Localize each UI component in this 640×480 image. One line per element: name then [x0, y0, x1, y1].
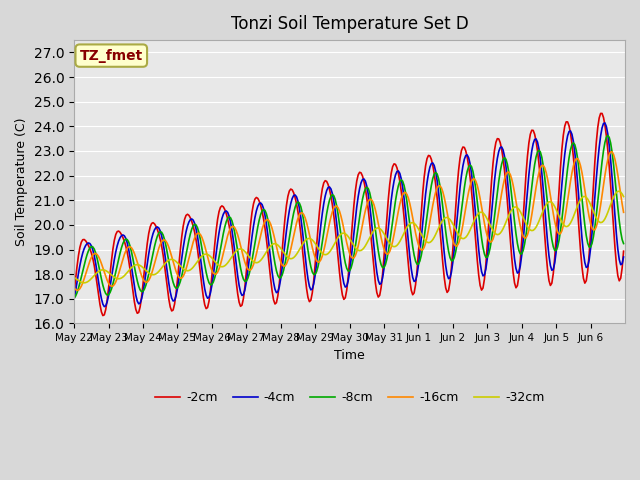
Y-axis label: Soil Temperature (C): Soil Temperature (C) [15, 118, 28, 246]
-8cm [544, 201, 552, 206]
-16cm [620, 209, 627, 215]
-4cm [100, 304, 108, 310]
-2cm [620, 248, 627, 254]
-8cm [620, 240, 627, 246]
-32cm [545, 199, 553, 204]
Text: TZ_fmet: TZ_fmet [79, 48, 143, 62]
-16cm [618, 201, 626, 207]
Line: -16cm: -16cm [74, 152, 623, 290]
-8cm [462, 176, 470, 181]
-32cm [355, 247, 362, 253]
-4cm [108, 275, 115, 281]
-8cm [617, 229, 625, 235]
-32cm [108, 272, 115, 278]
-8cm [353, 234, 360, 240]
-4cm [70, 296, 78, 301]
-32cm [463, 233, 471, 239]
-32cm [70, 275, 78, 280]
-32cm [90, 273, 98, 278]
-8cm [604, 132, 612, 138]
Line: -4cm: -4cm [74, 123, 623, 307]
-16cm [608, 149, 616, 155]
-16cm [73, 288, 81, 293]
-4cm [545, 253, 553, 259]
-32cm [81, 280, 88, 286]
-16cm [108, 284, 115, 289]
Legend: -2cm, -4cm, -8cm, -16cm, -32cm: -2cm, -4cm, -8cm, -16cm, -32cm [150, 386, 549, 409]
-4cm [601, 120, 609, 126]
-4cm [463, 152, 471, 158]
-4cm [355, 194, 362, 200]
-2cm [108, 258, 115, 264]
Line: -8cm: -8cm [74, 135, 623, 298]
-16cm [90, 251, 98, 256]
-4cm [620, 254, 627, 260]
-2cm [545, 278, 553, 284]
Line: -2cm: -2cm [74, 113, 623, 315]
-2cm [618, 265, 626, 271]
-2cm [70, 289, 78, 295]
-16cm [355, 243, 362, 249]
-32cm [618, 191, 626, 197]
-2cm [598, 110, 606, 116]
-2cm [89, 255, 97, 261]
Line: -32cm: -32cm [74, 191, 623, 283]
-32cm [616, 188, 623, 194]
-2cm [99, 312, 107, 318]
-8cm [106, 290, 114, 296]
X-axis label: Time: Time [334, 348, 365, 362]
Title: Tonzi Soil Temperature Set D: Tonzi Soil Temperature Set D [230, 15, 468, 33]
-16cm [463, 196, 471, 202]
-8cm [70, 295, 78, 301]
-8cm [89, 244, 97, 250]
-2cm [463, 155, 471, 160]
-2cm [355, 172, 362, 178]
-16cm [545, 184, 553, 190]
-32cm [620, 194, 627, 200]
-4cm [618, 261, 626, 266]
-16cm [70, 285, 78, 290]
-4cm [89, 247, 97, 252]
